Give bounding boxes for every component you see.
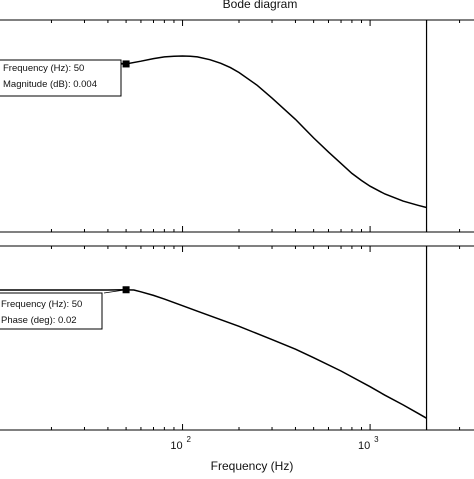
datatip-marker [122,60,130,68]
chart-title: Bode diagram [223,0,298,11]
panel-2: Frequency (Hz): 50 Phase (deg): 0.02 10 2 10… [0,245,474,452]
datatip-marker [122,286,130,294]
x-tick-label-exponent: 2 [187,435,192,444]
axes-frame [0,19,474,233]
datatip-box [0,59,122,97]
axes-frame [0,245,474,431]
datatip-pointer [103,289,127,294]
datatip-box [0,292,103,330]
datatip-text: Magnitude (dB): 0.004 [3,79,97,90]
x-tick-label: 10 [358,440,370,452]
datatip-text: Phase (deg): 0.02 [1,315,77,326]
panel-1: Frequency (Hz): 50 Magnitude (dB): 0.004 [0,19,474,233]
datatip-text: Frequency (Hz): 50 [3,63,84,74]
x-axis-label: Frequency (Hz) [211,459,294,473]
datatip-text: Frequency (Hz): 50 [1,299,82,310]
x-tick-label: 10 [170,440,182,452]
series-line [0,289,427,419]
x-tick-label-exponent: 3 [374,435,379,444]
